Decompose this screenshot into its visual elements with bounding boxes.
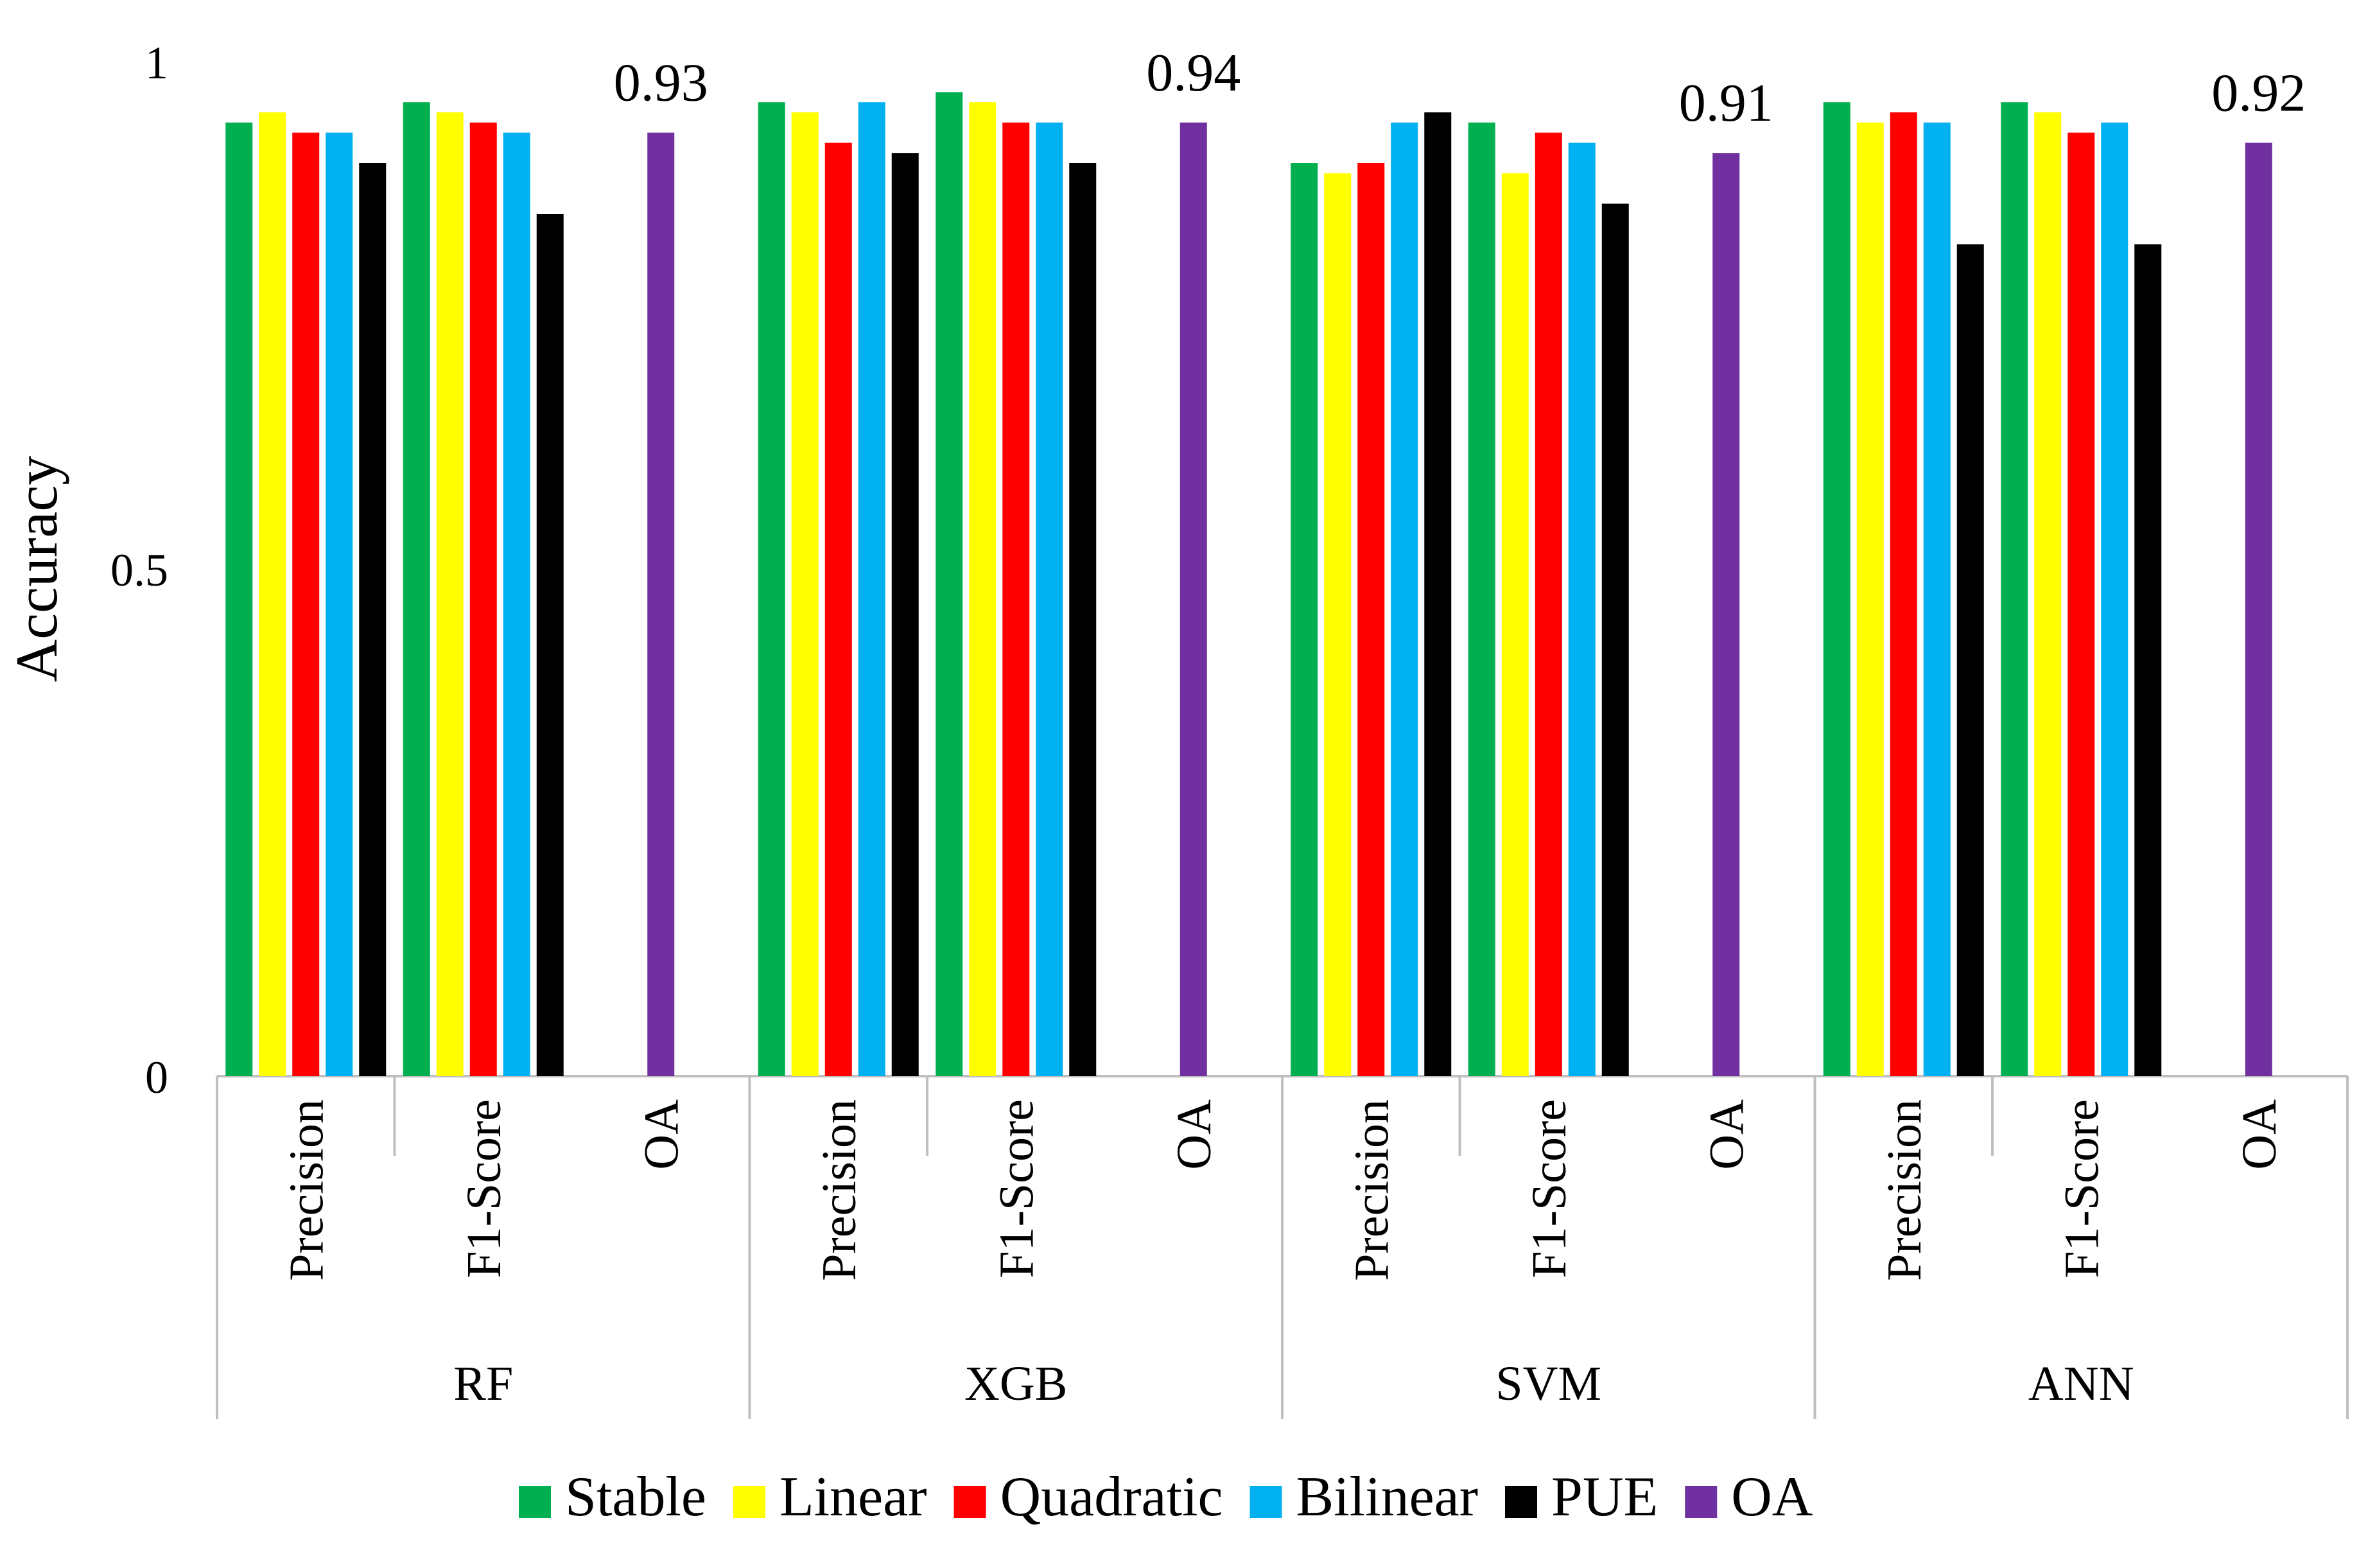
bar-svm-precision-stable	[1291, 163, 1318, 1076]
metric-label: OA	[634, 1099, 688, 1170]
y-axis-title: Accuracy	[4, 456, 69, 682]
oa-value-label: 0.94	[1146, 43, 1240, 103]
bar-rf-precision-bilinear	[326, 132, 353, 1077]
metric-label: F1-Score	[1522, 1099, 1576, 1278]
axis-layer	[216, 1075, 2349, 1419]
group-label-xgb: XGB	[964, 1357, 1067, 1411]
legend-label: Linear	[779, 1466, 927, 1528]
bar-ann-precision-pue	[1956, 244, 1984, 1076]
bar-ann-f1-score-stable	[2001, 102, 2028, 1077]
bar-rf-precision-stable	[225, 122, 253, 1076]
bar-rf-precision-linear	[259, 112, 286, 1076]
legend-label: Stable	[565, 1466, 706, 1528]
oa-value-label: 0.93	[614, 53, 708, 113]
bar-ann-precision-linear	[1856, 122, 1884, 1076]
bar-xgb-precision-quadratic	[824, 143, 852, 1076]
bar-rf-f1-score-bilinear	[503, 132, 530, 1077]
metric-label: OA	[1700, 1099, 1754, 1170]
bar-ann-precision-stable	[1823, 102, 1850, 1077]
y-tick-label: 0.5	[110, 544, 168, 596]
bar-xgb-precision-pue	[891, 153, 919, 1077]
bar-svm-f1-score-quadratic	[1535, 132, 1562, 1077]
metric-label: OA	[1167, 1099, 1221, 1170]
legend-item-pue: PUE	[1505, 1466, 1658, 1528]
legend-item-linear: Linear	[733, 1466, 927, 1528]
group-label-svm: SVM	[1495, 1357, 1601, 1411]
legend-swatch	[1685, 1486, 1718, 1518]
legend-swatch	[1249, 1486, 1282, 1518]
bar-ann-oa-oa	[2245, 143, 2272, 1076]
metric-label: Precision	[279, 1099, 333, 1281]
bar-svm-f1-score-linear	[1501, 173, 1529, 1076]
bar-xgb-precision-linear	[791, 112, 819, 1076]
legend-label: PUE	[1551, 1466, 1658, 1528]
bar-xgb-oa-oa	[1180, 122, 1207, 1076]
bar-svm-precision-pue	[1424, 112, 1452, 1076]
bar-rf-precision-pue	[359, 163, 387, 1076]
bar-xgb-f1-score-linear	[969, 102, 997, 1077]
bar-svm-precision-quadratic	[1357, 163, 1385, 1076]
legend: Stable Linear Quadratic Bilinear PUE OA	[519, 1466, 1813, 1528]
bar-svm-f1-score-stable	[1468, 122, 1495, 1076]
bar-xgb-f1-score-quadratic	[1002, 122, 1030, 1076]
legend-item-oa: OA	[1685, 1466, 1813, 1528]
bar-rf-oa-oa	[647, 132, 675, 1077]
legend-swatch	[953, 1486, 986, 1518]
bars-layer	[225, 92, 2272, 1077]
bar-rf-precision-quadratic	[292, 132, 320, 1077]
metric-label: Precision	[812, 1099, 866, 1281]
bar-xgb-precision-bilinear	[858, 102, 885, 1077]
bar-xgb-f1-score-bilinear	[1036, 122, 1063, 1076]
legend-item-stable: Stable	[519, 1466, 706, 1528]
bar-svm-f1-score-pue	[1601, 204, 1629, 1077]
bar-ann-f1-score-pue	[2134, 244, 2162, 1076]
metric-label: F1-Score	[989, 1099, 1043, 1278]
labels-layer: 0 0.5 1 Accuracy RF Precision F1-Score OA 0.93 XG…	[4, 37, 2306, 1411]
bar-svm-precision-linear	[1324, 173, 1352, 1076]
metric-label: F1-Score	[457, 1099, 511, 1278]
legend-label: Quadratic	[1000, 1466, 1223, 1528]
group-label-rf: RF	[453, 1357, 513, 1411]
bar-xgb-precision-stable	[758, 102, 785, 1077]
legend-item-bilinear: Bilinear	[1249, 1466, 1478, 1528]
legend-swatch	[1505, 1486, 1537, 1518]
bar-ann-f1-score-quadratic	[2067, 132, 2095, 1077]
bar-rf-f1-score-quadratic	[469, 122, 497, 1076]
legend-label: Bilinear	[1296, 1466, 1478, 1528]
bar-xgb-f1-score-pue	[1069, 163, 1097, 1076]
bar-ann-f1-score-linear	[2034, 112, 2062, 1076]
metric-label: Precision	[1345, 1099, 1398, 1281]
bar-ann-f1-score-bilinear	[2101, 122, 2128, 1076]
legend-item-quadratic: Quadratic	[953, 1466, 1223, 1528]
bar-svm-oa-oa	[1712, 153, 1740, 1077]
legend-label: OA	[1731, 1466, 1813, 1528]
oa-value-label: 0.91	[1679, 73, 1773, 133]
bar-ann-precision-bilinear	[1923, 122, 1951, 1076]
legend-swatch	[519, 1486, 551, 1518]
bar-ann-precision-quadratic	[1890, 112, 1917, 1076]
metric-label: Precision	[1877, 1099, 1931, 1281]
oa-value-label: 0.92	[2211, 63, 2306, 123]
bar-rf-f1-score-pue	[536, 214, 564, 1076]
bar-rf-f1-score-linear	[436, 112, 464, 1076]
y-tick-label: 0	[145, 1052, 168, 1103]
bar-svm-precision-bilinear	[1391, 122, 1418, 1076]
bar-svm-f1-score-bilinear	[1568, 143, 1596, 1076]
metric-label: F1-Score	[2055, 1099, 2109, 1278]
bar-rf-f1-score-stable	[403, 102, 430, 1077]
group-label-ann: ANN	[2028, 1357, 2134, 1411]
metric-label: OA	[2233, 1099, 2286, 1170]
bar-xgb-f1-score-stable	[936, 92, 963, 1076]
legend-swatch	[733, 1486, 765, 1518]
y-tick-label: 1	[145, 37, 168, 89]
